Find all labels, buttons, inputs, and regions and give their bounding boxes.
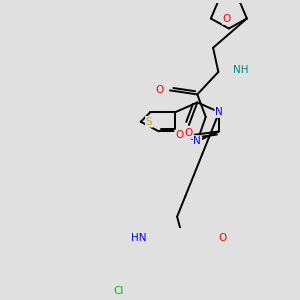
- Text: O: O: [185, 128, 193, 138]
- Text: S: S: [146, 117, 152, 127]
- Text: HN: HN: [131, 233, 147, 243]
- Text: Cl: Cl: [113, 286, 124, 296]
- Text: O: O: [155, 85, 164, 95]
- Text: O: O: [218, 233, 226, 243]
- Text: NH: NH: [233, 65, 249, 75]
- Text: N: N: [215, 107, 223, 117]
- Text: O: O: [175, 130, 183, 140]
- Text: O: O: [223, 14, 231, 24]
- Text: N: N: [194, 136, 201, 146]
